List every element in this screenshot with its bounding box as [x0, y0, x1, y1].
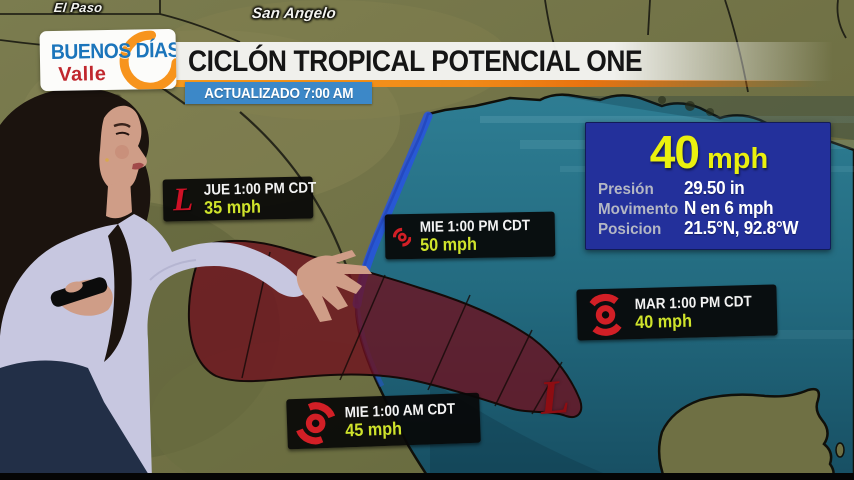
sun-swirl-icon: [119, 30, 177, 90]
map-border-lines: [0, 0, 847, 93]
map-yucatan-peninsula: [657, 387, 835, 480]
bottom-letterbox-bar: [0, 473, 854, 480]
presenter-hand: [296, 250, 372, 322]
forecast-speed: 35 mph: [204, 196, 262, 218]
presenter-skirt: [0, 360, 152, 480]
headline-title: CICLÓN TROPICAL POTENCIAL ONE: [188, 44, 643, 78]
stat-value: N en 6 mph: [684, 198, 774, 218]
tropical-storm-icon: [589, 293, 622, 336]
current-storm-info-box: 40 mph Presión 29.50 in Movimento N en 6…: [585, 122, 831, 250]
forecast-speed: 40 mph: [634, 310, 693, 332]
updated-text: ACTUALIZADO 7:00 AM: [203, 84, 354, 102]
wind-speed-value: 40: [649, 126, 700, 178]
stat-value: 29.50 in: [684, 178, 745, 198]
logo-subtitle: Valle: [58, 63, 107, 86]
map-label-el-paso: El Paso: [53, 0, 104, 15]
stat-value: 21.5°N, 92.8°W: [684, 218, 799, 238]
current-wind: 40 mph: [598, 125, 820, 179]
stat-label: Movimento: [598, 201, 679, 218]
updated-bar: ACTUALIZADO 7:00 AM: [185, 82, 372, 104]
tropical-storm-icon: [296, 402, 336, 445]
low-pressure-icon: L: [172, 181, 194, 218]
logo-title: BUENOS DÍAS: [50, 38, 177, 64]
stat-label: Presión: [598, 181, 654, 198]
station-logo: BUENOS DÍAS Valle: [39, 28, 177, 92]
forecast-speed: 45 mph: [345, 418, 403, 441]
forecast-label-mie-am: MIE 1:00 AM CDT 45 mph: [286, 392, 481, 450]
headline-bar: CICLÓN TROPICAL POTENCIAL ONE: [148, 42, 854, 81]
accent-strip: [148, 80, 854, 87]
low-pressure-map-marker: L: [538, 370, 572, 425]
weather-presenter: [0, 88, 372, 480]
forecast-label-jue: L JUE 1:00 PM CDT 35 mph: [162, 176, 317, 222]
presenter-remote: [50, 277, 108, 307]
forecast-speed: 50 mph: [420, 233, 478, 255]
map-label-san-angelo: San Angelo: [251, 5, 337, 22]
stat-row-pressure: Presión 29.50 in: [598, 179, 820, 199]
tropical-storm-icon: [392, 227, 412, 247]
stat-label: Posicion: [598, 221, 662, 238]
forecast-label-mie-pm: MIE 1:00 PM CDT 50 mph: [384, 211, 556, 260]
stat-row-movement: Movimento N en 6 mph: [598, 199, 820, 219]
forecast-label-mar: MAR 1:00 PM CDT 40 mph: [576, 284, 778, 341]
wind-speed-unit: mph: [706, 143, 769, 175]
stat-row-position: Posicion 21.5°N, 92.8°W: [598, 219, 820, 239]
